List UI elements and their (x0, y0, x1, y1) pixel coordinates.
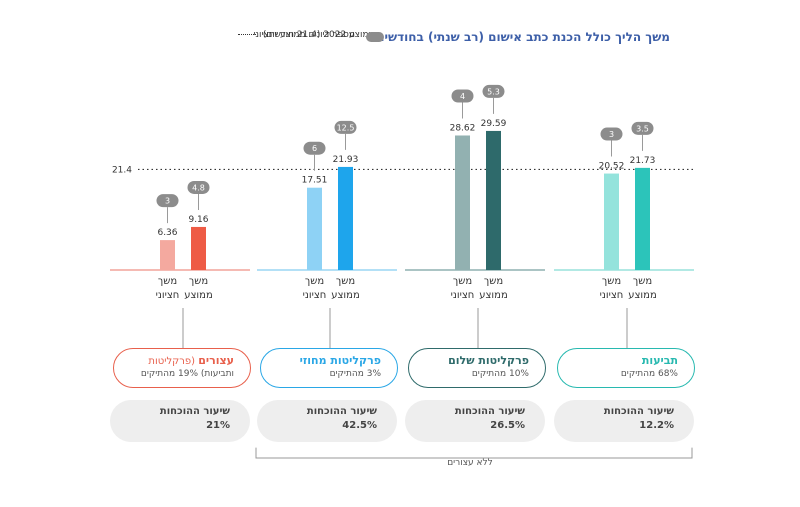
evidence-rate-card: שיעור ההוכחות 26.5% (405, 400, 545, 442)
hearings-pill-value: 4.8 (192, 183, 205, 192)
group-share: 10% מהתיקים (471, 369, 529, 379)
evidence-rate-value: 21% (206, 420, 230, 431)
bar-value-label: 28.62 (450, 123, 476, 133)
bar-category-label: ממוצע (479, 290, 508, 301)
hearings-pill-value: 12.5 (337, 123, 355, 132)
bar-category-label: חציוני (156, 290, 180, 301)
bar-median-3 (604, 173, 619, 270)
legend-dotted-line-icon (238, 34, 256, 35)
evidence-rate-value: 26.5% (490, 420, 525, 431)
group-name: פרקליטות מחוזי (271, 354, 381, 367)
bar-mean-0 (191, 226, 206, 270)
bar-value-label: 9.16 (188, 215, 208, 225)
bar-category-label: משך (189, 276, 208, 287)
evidence-rate-card: שיעור ההוכחות 12.2% (554, 400, 694, 442)
legend-reference: ממוצע 2022 (21.4 חודשים) (238, 30, 375, 40)
bar-category-label: משך (602, 276, 621, 287)
bar-category-label: משך (633, 276, 652, 287)
evidence-rate-label: שיעור ההוכחות (603, 406, 674, 417)
hearings-pill-value: 3 (609, 130, 614, 139)
bar-category-label: חציוני (451, 290, 475, 301)
group-name: תביעות (568, 354, 678, 367)
hearings-pill-value: 5.3 (487, 87, 500, 96)
bar-category-label: משך (484, 276, 503, 287)
group-card: תביעות 68% מהתיקים (557, 348, 695, 388)
bar-category-label: ממוצע (331, 290, 360, 301)
group-share: 3% מהתיקים (329, 369, 381, 379)
bracket-label: ללא עצורים (447, 458, 493, 468)
bar-median-0 (160, 240, 175, 270)
hearings-pill-value: 3 (165, 197, 170, 206)
hearings-pill (600, 127, 623, 141)
bar-category-label: חציוני (600, 290, 624, 301)
legend-pill: מספר דיונים ממוצע וחציוני (250, 30, 355, 40)
hearings-pill (451, 89, 474, 103)
hearings-pill (334, 120, 357, 134)
bar-value-label: 20.52 (599, 162, 625, 172)
evidence-rate-label: שיעור ההוכחות (454, 406, 525, 417)
hearings-pill (303, 141, 326, 155)
bar-median-1 (307, 187, 322, 270)
bar-category-label: משך (158, 276, 177, 287)
bar-category-label: חציוני (303, 290, 327, 301)
bar-category-label: משך (453, 276, 472, 287)
group-card: פרקליטות שלום 10% מהתיקים (408, 348, 546, 388)
group-name-main: עצורים (198, 354, 234, 367)
evidence-rate-card: שיעור ההוכחות 21% (110, 400, 250, 442)
bar-value-label: 17.51 (302, 176, 328, 186)
group-share: 68% מהתיקים (620, 369, 678, 379)
bar-value-label: 29.59 (481, 119, 507, 129)
bar-mean-1 (338, 166, 353, 270)
legend-pill-label: מספר דיונים ממוצע וחציוני (253, 30, 355, 40)
hearings-pill-value: 6 (312, 144, 317, 153)
bar-mean-2 (486, 130, 501, 270)
bar-mean-3 (635, 167, 650, 270)
hearings-pill (482, 84, 505, 98)
evidence-rate-label: שיעור ההוכחות (306, 406, 377, 417)
chart-title: משך הליך כולל הכנת כתב אישום (רב שנתי) ב… (376, 30, 670, 44)
hearings-pill (156, 194, 179, 208)
bar-value-label: 21.93 (333, 155, 359, 165)
bar-value-label: 21.73 (630, 156, 656, 166)
group-name-main: פרקליטות מחוזי (299, 354, 381, 367)
hearings-pill (187, 180, 210, 194)
reference-line-label: 21.4 (112, 165, 132, 175)
legend-pill-icon (366, 32, 384, 42)
group-share: ותביעות) 19% מהתיקים (140, 369, 234, 379)
hearings-pill-value: 3.5 (636, 124, 649, 133)
bar-category-label: ממוצע (184, 290, 213, 301)
bar-category-label: משך (336, 276, 355, 287)
evidence-rate-card: שיעור ההוכחות 42.5% (257, 400, 397, 442)
bar-category-label: ממוצע (628, 290, 657, 301)
legend-reference-label: ממוצע 2022 (21.4 חודשים) (262, 30, 375, 40)
group-name-main: פרקליטות שלום (448, 354, 529, 367)
hearings-pill-value: 4 (460, 92, 465, 101)
bar-median-2 (455, 135, 470, 270)
group-card: עצורים (פרקליטות ותביעות) 19% מהתיקים (113, 348, 251, 388)
hearings-pill (631, 121, 654, 135)
evidence-rate-value: 42.5% (342, 420, 377, 431)
group-name: פרקליטות שלום (419, 354, 529, 367)
group-card: פרקליטות מחוזי 3% מהתיקים (260, 348, 398, 388)
group-name: עצורים (פרקליטות (124, 354, 234, 367)
group-name-main: תביעות (641, 354, 678, 367)
evidence-rate-value: 12.2% (639, 420, 674, 431)
bar-value-label: 6.36 (157, 228, 177, 238)
bracket (255, 447, 693, 459)
group-name-extra: (פרקליטות (148, 356, 199, 367)
evidence-rate-label: שיעור ההוכחות (159, 406, 230, 417)
bar-category-label: משך (305, 276, 324, 287)
